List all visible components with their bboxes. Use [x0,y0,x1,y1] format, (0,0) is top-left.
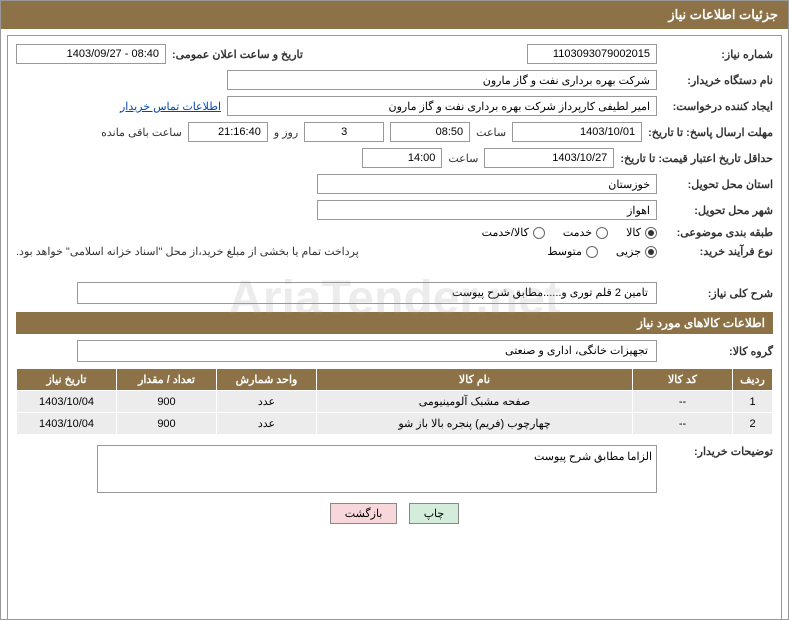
radio-small[interactable]: جزیی [616,245,657,258]
radio-goods-service-label: کالا/خدمت [482,226,529,239]
buyer-notes-label: توضیحات خریدار: [663,445,773,458]
row-desc: شرح کلی نیاز: تامین 2 قلم توری و......مط… [16,282,773,304]
days-label: روز و [274,126,298,139]
table-row: 2 -- چهارچوب (فریم) پنجره بالا باز شو عد… [17,413,773,435]
th-row: ردیف [733,369,773,391]
radio-goods[interactable]: کالا [626,226,657,239]
cell-name: چهارچوب (فریم) پنجره بالا باز شو [317,413,633,435]
goods-table: ردیف کد کالا نام کالا واحد شمارش تعداد /… [16,368,773,435]
cell-qty: 900 [117,391,217,413]
goods-section-title: اطلاعات کالاهای مورد نیاز [16,312,773,334]
cell-date: 1403/10/04 [17,391,117,413]
process-radio-group: جزیی متوسط [547,245,657,258]
radio-medium[interactable]: متوسط [547,245,598,258]
radio-small-circle [645,246,657,258]
process-label: نوع فرآیند خرید: [663,245,773,258]
panel-title: جزئیات اطلاعات نیاز [668,7,778,22]
province-label: استان محل تحویل: [663,178,773,191]
countdown-value: 21:16:40 [188,122,268,142]
announce-label: تاریخ و ساعت اعلان عمومی: [172,48,303,61]
validity-time: 14:00 [362,148,442,168]
desc-value: تامین 2 قلم توری و......مطابق شرح پیوست [77,282,657,304]
row-deadline: مهلت ارسال پاسخ: تا تاریخ: 1403/10/01 سا… [16,122,773,142]
button-row: چاپ بازگشت [16,503,773,524]
th-date: تاریخ نیاز [17,369,117,391]
radio-service-label: خدمت [563,226,592,239]
deadline-time: 08:50 [390,122,470,142]
deadline-date: 1403/10/01 [512,122,642,142]
back-button[interactable]: بازگشت [330,503,398,524]
need-no-value: 1103093079002015 [527,44,657,64]
radio-medium-circle [586,246,598,258]
radio-goods-service[interactable]: کالا/خدمت [482,226,545,239]
th-unit: واحد شمارش [217,369,317,391]
radio-small-label: جزیی [616,245,641,258]
group-value: تجهیزات خانگی، اداری و صنعتی [77,340,657,362]
days-value: 3 [304,122,384,142]
group-label: گروه کالا: [663,345,773,358]
city-value: اهواز [317,200,657,220]
province-value: خوزستان [317,174,657,194]
countdown-label: ساعت باقی مانده [101,126,182,139]
requester-value: امیر لطیفی کارپرداز شرکت بهره برداری نفت… [227,96,657,116]
announce-value: 08:40 - 1403/09/27 [16,44,166,64]
buyer-org-value: شرکت بهره برداری نفت و گاز مارون [227,70,657,90]
requester-label: ایجاد کننده درخواست: [663,100,773,113]
buyer-org-label: نام دستگاه خریدار: [663,74,773,87]
cell-date: 1403/10/04 [17,413,117,435]
cell-name: صفحه مشبک آلومینیومی [317,391,633,413]
radio-service[interactable]: خدمت [563,226,608,239]
time-label-2: ساعت [448,152,478,165]
cell-unit: عدد [217,391,317,413]
radio-medium-label: متوسط [547,245,582,258]
row-requester: ایجاد کننده درخواست: امیر لطیفی کارپرداز… [16,96,773,116]
cell-code: -- [633,413,733,435]
cell-code: -- [633,391,733,413]
row-category: طبقه بندی موضوعی: کالا خدمت کالا/خدمت [16,226,773,239]
radio-service-circle [596,227,608,239]
deadline-label: مهلت ارسال پاسخ: تا تاریخ: [648,126,773,139]
row-group: گروه کالا: تجهیزات خانگی، اداری و صنعتی [16,340,773,362]
city-label: شهر محل تحویل: [663,204,773,217]
content-area: شماره نیاز: 1103093079002015 تاریخ و ساع… [7,35,782,620]
row-buyer-org: نام دستگاه خریدار: شرکت بهره برداری نفت … [16,70,773,90]
row-need-no: شماره نیاز: 1103093079002015 تاریخ و ساع… [16,44,773,64]
category-radio-group: کالا خدمت کالا/خدمت [482,226,657,239]
contact-link[interactable]: اطلاعات تماس خریدار [120,100,221,113]
radio-goods-label: کالا [626,226,641,239]
time-label-1: ساعت [476,126,506,139]
panel-header: جزئیات اطلاعات نیاز [1,1,788,29]
validity-date: 1403/10/27 [484,148,614,168]
print-button[interactable]: چاپ [409,503,460,524]
table-row: 1 -- صفحه مشبک آلومینیومی عدد 900 1403/1… [17,391,773,413]
table-header-row: ردیف کد کالا نام کالا واحد شمارش تعداد /… [17,369,773,391]
main-container: جزئیات اطلاعات نیاز شماره نیاز: 11030930… [0,0,789,620]
th-qty: تعداد / مقدار [117,369,217,391]
category-label: طبقه بندی موضوعی: [663,226,773,239]
row-process: نوع فرآیند خرید: جزیی متوسط پرداخت تمام … [16,245,773,258]
row-validity: حداقل تاریخ اعتبار قیمت: تا تاریخ: 1403/… [16,148,773,168]
radio-goods-service-circle [533,227,545,239]
row-city: شهر محل تحویل: اهواز [16,200,773,220]
cell-qty: 900 [117,413,217,435]
th-name: نام کالا [317,369,633,391]
need-no-label: شماره نیاز: [663,48,773,61]
cell-row: 2 [733,413,773,435]
cell-row: 1 [733,391,773,413]
treasury-note: پرداخت تمام یا بخشی از مبلغ خرید،از محل … [16,245,359,258]
cell-unit: عدد [217,413,317,435]
validity-label: حداقل تاریخ اعتبار قیمت: تا تاریخ: [620,152,773,165]
row-province: استان محل تحویل: خوزستان [16,174,773,194]
desc-label: شرح کلی نیاز: [663,287,773,300]
buyer-notes-textarea[interactable] [97,445,657,493]
radio-goods-circle [645,227,657,239]
th-code: کد کالا [633,369,733,391]
row-buyer-notes: توضیحات خریدار: [16,445,773,493]
